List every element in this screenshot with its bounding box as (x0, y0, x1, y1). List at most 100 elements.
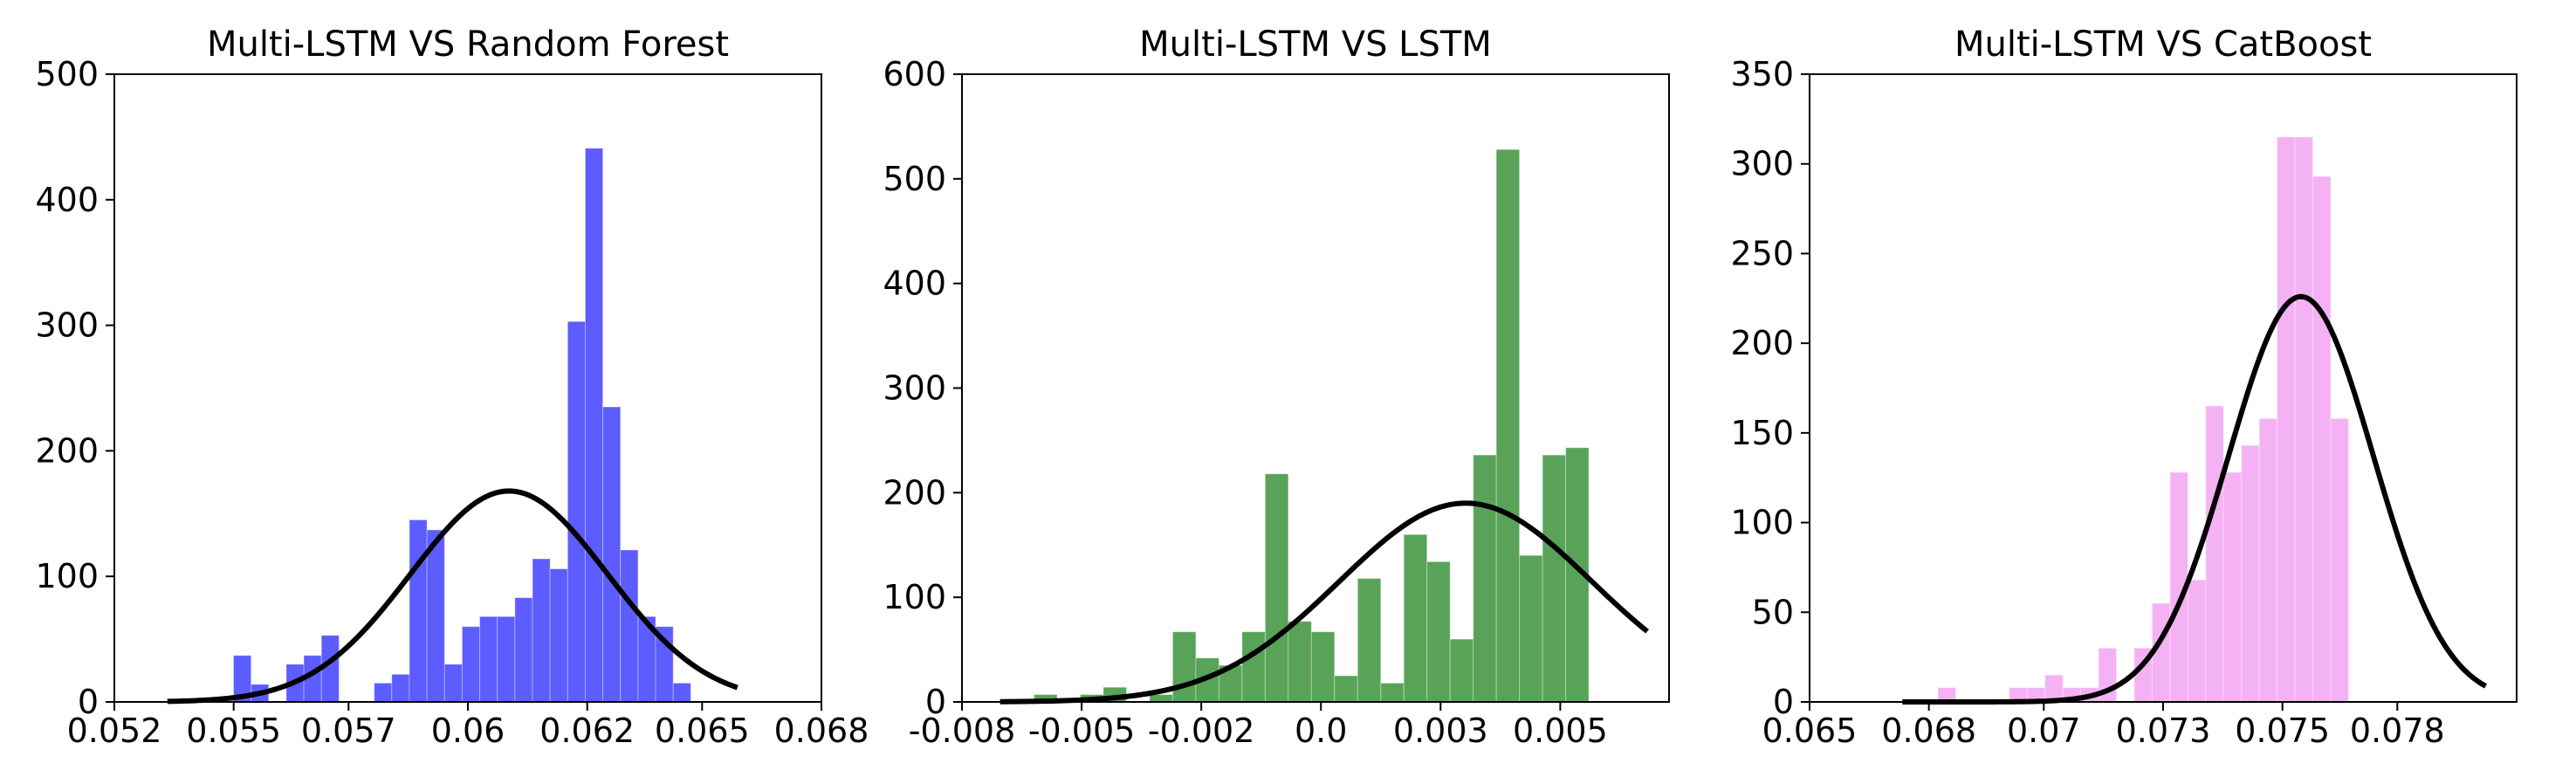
histogram-bar (1519, 554, 1543, 703)
y-tick-label: 200 (883, 473, 946, 512)
x-tick-label: 0.055 (186, 712, 281, 750)
y-axis: 0 100 200 300 400 500 600 (883, 55, 962, 721)
histogram-bar (374, 682, 393, 703)
histogram-bar (549, 568, 568, 703)
x-tick-label: 0.062 (539, 712, 635, 750)
y-tick-label: 350 (1730, 55, 1794, 93)
y-tick-label: 50 (1752, 593, 1794, 631)
histogram-bar (426, 529, 445, 703)
y-tick-label: 600 (883, 55, 946, 93)
histogram-bar (567, 320, 586, 703)
x-tick-label: 0.065 (655, 712, 750, 750)
histogram-bar (409, 519, 428, 703)
histogram-bar (1473, 454, 1497, 703)
x-tick-label: 0.005 (1513, 712, 1608, 750)
histogram-bar (1357, 578, 1382, 703)
y-tick-label: 150 (1730, 414, 1794, 452)
plot-frame (113, 73, 822, 703)
x-tick-label: 0.068 (774, 712, 869, 750)
x-tick-label: 0.073 (2116, 712, 2211, 750)
fitted-curve (999, 500, 1649, 705)
x-tick-label: 0.057 (301, 712, 396, 750)
x-tick-label: 0.06 (431, 712, 505, 750)
histogram-bar (2222, 471, 2243, 703)
histogram-bar (1149, 694, 1173, 703)
panel-random-forest: Multi-LSTM VS Random Forest 0.052 0.055 0.… (35, 24, 869, 750)
histogram-bar (443, 664, 463, 703)
histogram-bar (1495, 148, 1521, 703)
histogram-bars (1034, 148, 1590, 703)
histogram-bar (602, 406, 622, 703)
x-axis: -0.008 -0.005 -0.002 0.0 0.003 0.005 (909, 702, 1608, 750)
fitted-curve (167, 488, 738, 705)
y-tick-label: 100 (35, 557, 99, 595)
y-tick-label: 300 (1730, 145, 1794, 183)
x-tick-label: 0.075 (2235, 712, 2330, 750)
x-tick-label: 0.078 (2350, 712, 2445, 750)
x-axis: 0.065 0.068 0.07 0.073 0.075 0.078 (1762, 702, 2445, 750)
histogram-bar (2312, 175, 2332, 703)
histogram-bar (1426, 560, 1451, 703)
y-axis: 0 100 200 300 400 500 (35, 55, 114, 721)
histogram-bar (497, 615, 516, 703)
y-tick-label: 250 (1730, 234, 1794, 272)
y-tick-label: 400 (883, 265, 946, 303)
panel-lstm: Multi-LSTM VS LSTM -0.008 -0.005 -0.002 0.0… (883, 24, 1670, 750)
histogram-bars (232, 148, 691, 703)
y-tick-label: 0 (1773, 683, 1794, 721)
y-tick-label: 300 (883, 369, 946, 408)
histogram-bar (1171, 631, 1197, 703)
histogram-bar (461, 626, 481, 703)
y-tick-label: 200 (1730, 324, 1794, 362)
x-tick-label: 0.065 (1762, 712, 1858, 750)
y-tick-label: 200 (35, 431, 99, 470)
panel-title: Multi-LSTM VS Random Forest (207, 24, 729, 65)
x-tick-label: 0.0 (1295, 712, 1347, 750)
histogram-bar (1310, 631, 1336, 703)
histogram-bar (1288, 621, 1312, 703)
histogram-bar (2277, 136, 2296, 703)
histogram-bar (620, 549, 639, 703)
x-axis: 0.052 0.055 0.057 0.06 0.062 0.065 0.068 (67, 702, 869, 750)
y-tick-label: 0 (78, 683, 99, 721)
x-tick-label: 0.07 (2007, 712, 2081, 750)
histogram-bar (1334, 675, 1358, 703)
panel-title: Multi-LSTM VS LSTM (1139, 24, 1492, 65)
x-tick-label: 0.003 (1393, 712, 1488, 750)
y-tick-label: 300 (35, 306, 99, 345)
histogram-bar (391, 673, 410, 703)
normal-fit-curve (999, 500, 1649, 705)
y-tick-label: 0 (925, 683, 946, 721)
panel-title: Multi-LSTM VS CatBoost (1954, 24, 2372, 65)
histogram-bar (672, 682, 691, 703)
histogram-bar (2294, 136, 2314, 703)
histogram-bar (2241, 444, 2260, 703)
x-tick-label: -0.008 (909, 712, 1016, 750)
histogram-bar (1542, 454, 1567, 703)
y-tick-label: 500 (35, 55, 99, 93)
x-tick-label: 0.068 (1881, 712, 1976, 750)
y-axis: 0 50 100 150 200 250 300 350 (1730, 55, 1810, 721)
histogram-bar (584, 148, 604, 703)
histogram-bar (532, 558, 551, 703)
y-tick-label: 400 (35, 181, 99, 219)
histogram-bar (479, 615, 498, 703)
panel-catboost: Multi-LSTM VS CatBoost 0.065 0.068 0.07 0.0… (1730, 24, 2518, 750)
normal-fit-curve (167, 488, 738, 705)
y-tick-label: 100 (1730, 504, 1794, 542)
x-tick-label: 0.052 (67, 712, 162, 750)
histogram-bars (1937, 136, 2349, 703)
histogram-bar (514, 597, 533, 703)
histogram-bar (2187, 579, 2207, 703)
histogram-bar (1241, 631, 1266, 703)
histogram-bar (2205, 405, 2224, 703)
histogram-bar (1380, 682, 1405, 703)
histogram-bar (1264, 473, 1289, 703)
x-tick-label: -0.002 (1148, 712, 1255, 750)
y-tick-label: 500 (883, 160, 946, 198)
histogram-bar (2330, 417, 2349, 703)
y-tick-label: 100 (883, 578, 946, 616)
histogram-bar (1449, 638, 1474, 703)
histogram-bar (2258, 417, 2278, 703)
